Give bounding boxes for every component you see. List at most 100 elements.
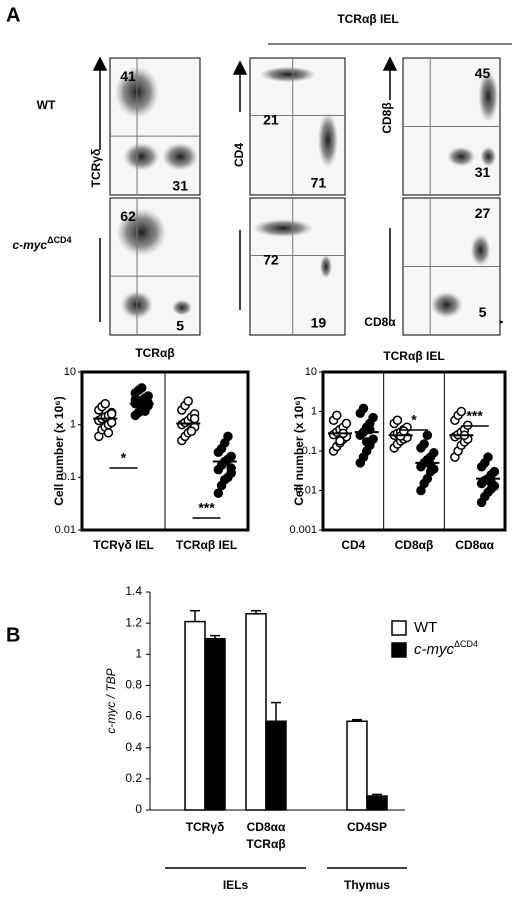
legend-swatch	[391, 620, 407, 636]
cell-population	[162, 142, 199, 171]
cell-population	[116, 208, 167, 257]
quadrant-percent: 21	[263, 112, 279, 128]
data-point	[137, 383, 147, 393]
quadrant-percent: 31	[475, 164, 491, 180]
quadrant-percent: 62	[120, 208, 136, 224]
group-label: Thymus	[344, 878, 390, 892]
x-tick-label: TCRγδ IEL	[93, 538, 154, 552]
y-tick-label: 1	[70, 419, 76, 431]
data-point	[399, 426, 409, 436]
cell-population	[447, 146, 476, 167]
bar	[265, 720, 287, 811]
data-point	[489, 466, 500, 477]
y-axis-label: Cell number (x 10⁶)	[52, 396, 66, 506]
bar	[346, 720, 368, 811]
y-tick-label: 0.1	[61, 471, 76, 483]
chart-title: TCRαβ IEL	[383, 349, 444, 363]
data-point	[213, 488, 224, 498]
x-tick-label: TCRαβ	[246, 837, 285, 851]
cell-population	[260, 66, 316, 83]
data-point	[189, 413, 200, 424]
quadrant-percent: 71	[311, 175, 327, 191]
y-tick-label: 1.2	[125, 615, 142, 629]
axis-label: CD8β	[380, 102, 394, 133]
x-tick-label: CD8αα	[455, 538, 494, 552]
significance: ***	[466, 408, 483, 424]
y-tick-label: 0.2	[125, 771, 142, 785]
cell-population	[320, 254, 332, 279]
y-tick-label: 0	[135, 802, 142, 816]
cell-population	[172, 299, 192, 316]
data-point	[223, 431, 233, 442]
data-point	[462, 420, 473, 430]
y-tick-label: 0.001	[289, 524, 317, 536]
flow-plots: 41 31 62 5 21 71 72 19 45 31 27 5	[109, 57, 501, 336]
y-tick-label: 0.4	[125, 740, 142, 754]
data-point	[130, 394, 141, 405]
quadrant-percent: 5	[176, 317, 184, 333]
y-tick-label: 10	[64, 366, 76, 378]
cell-population	[253, 219, 314, 238]
x-tick-label: TCRγδ	[186, 820, 225, 834]
group-label: IELs	[223, 878, 249, 892]
quadrant-percent: 5	[479, 304, 487, 320]
data-point	[186, 426, 197, 436]
cell-population	[480, 146, 497, 167]
significance: ***	[198, 500, 215, 516]
x-tick-label: CD8αβ	[395, 538, 434, 552]
data-point	[358, 403, 369, 414]
data-point	[428, 448, 439, 458]
y-tick-label: 1	[311, 405, 317, 417]
y-tick-label: 0.6	[125, 709, 142, 723]
panel-header: TCRαβ IEL	[337, 12, 398, 26]
data-point	[361, 437, 372, 447]
data-point	[103, 428, 114, 438]
data-point	[106, 409, 117, 419]
data-point	[100, 398, 110, 409]
row-label: WT	[37, 98, 56, 112]
x-tick-label: CD8αα	[247, 820, 286, 834]
bar	[366, 795, 388, 811]
row-label: c-mycΔCD4	[12, 235, 71, 252]
data-point	[456, 406, 467, 417]
legend-swatch	[391, 642, 407, 658]
cell-population	[430, 291, 463, 318]
y-tick-label: 0.01	[296, 484, 317, 496]
cell-population	[317, 112, 338, 169]
cell-population	[123, 142, 160, 171]
x-tick-label: TCRαβ IEL	[176, 538, 237, 552]
x-tick-label: CD4SP	[347, 820, 387, 834]
quadrant-percent: 31	[172, 177, 188, 193]
legend-label: c-mycΔCD4	[414, 639, 478, 658]
y-tick-label: 1.4	[125, 584, 142, 598]
panel-label: A	[6, 4, 20, 26]
data-point	[183, 396, 193, 406]
data-point	[226, 463, 236, 473]
y-tick-label: 0.1	[302, 445, 317, 457]
cell-population	[478, 70, 499, 123]
quadrant-percent: 45	[475, 65, 491, 81]
significance: *	[411, 412, 417, 428]
axis-label: TCRαβ	[135, 346, 174, 360]
axis-label: CD4	[232, 143, 246, 167]
y-tick-label: 0.01	[55, 524, 76, 536]
bar	[184, 620, 206, 811]
y-tick-label: 10	[305, 366, 317, 378]
quadrant-percent: 41	[120, 68, 136, 84]
data-point	[368, 412, 378, 423]
quadrant-percent: 19	[311, 315, 327, 331]
y-tick-label: 1	[135, 646, 142, 660]
quadrant-percent: 27	[475, 205, 491, 221]
axis-label: TCRγδ	[89, 149, 103, 188]
bar	[245, 613, 267, 811]
data-point	[486, 477, 496, 488]
data-point	[419, 439, 429, 449]
data-point	[422, 430, 433, 441]
data-point	[335, 436, 345, 446]
data-point	[341, 418, 352, 429]
data-point	[483, 452, 493, 462]
data-point	[392, 415, 403, 426]
data-point	[226, 451, 236, 462]
legend-label: WT	[414, 619, 437, 636]
